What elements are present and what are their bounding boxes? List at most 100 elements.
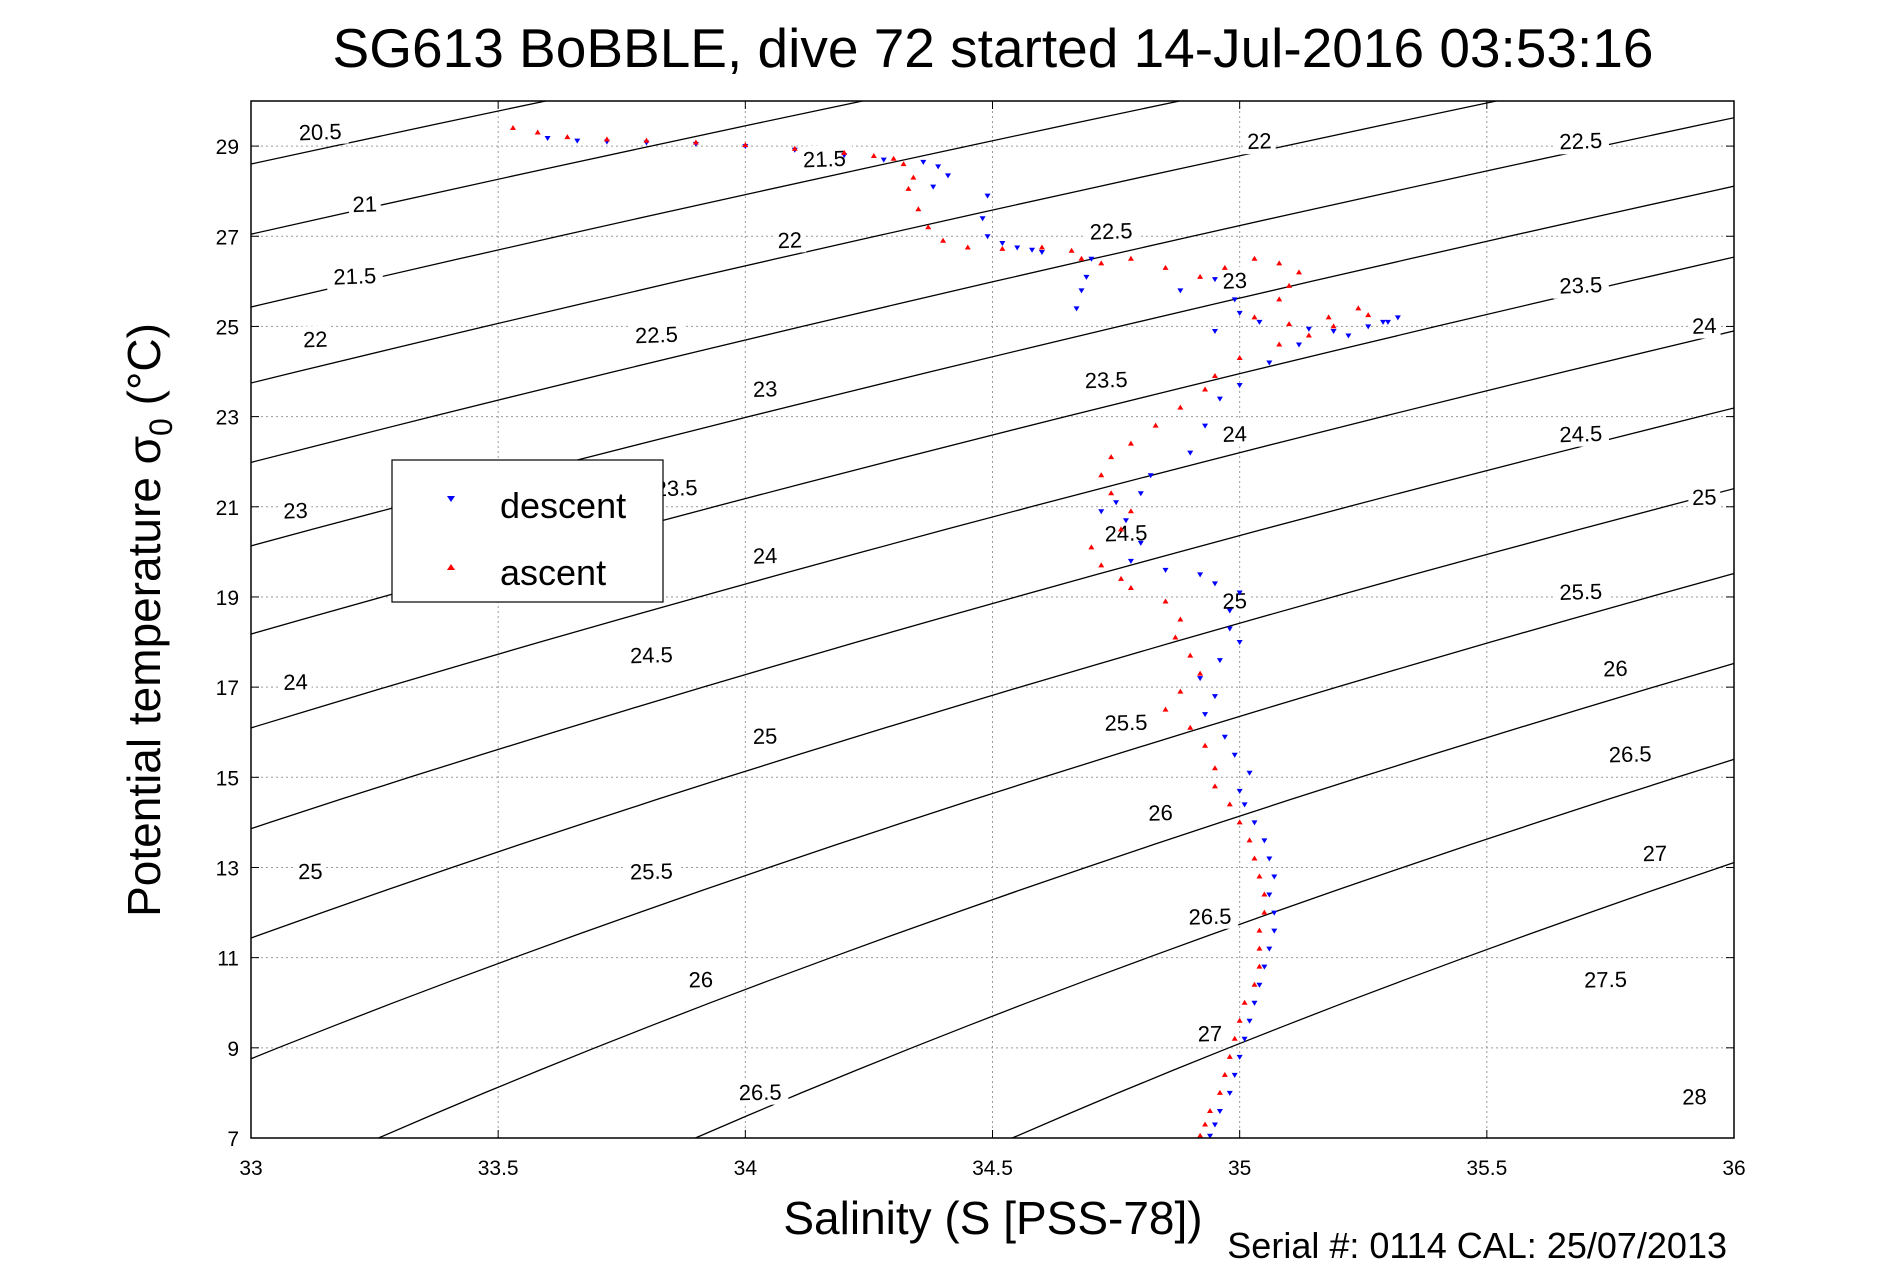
contour-label: 24 [1687, 311, 1721, 339]
ascent-point [1211, 373, 1218, 379]
contour-label: 23 [1218, 266, 1252, 294]
contour-label-bg [1144, 798, 1177, 826]
y-tick-label: 29 [216, 136, 239, 159]
x-tick-label: 34.5 [972, 1157, 1013, 1180]
contour-label-text: 22.5 [1089, 218, 1133, 245]
ascent-point [1226, 1053, 1233, 1059]
contour-label: 22 [773, 226, 807, 254]
ascent-point [999, 245, 1006, 251]
contour-label-text: 26.5 [739, 1079, 782, 1105]
ascent-point [1098, 260, 1105, 266]
legend-marker-descent [447, 496, 455, 502]
y-tick-label: 7 [227, 1128, 239, 1151]
ascent-point [1038, 244, 1045, 250]
descent-point [1197, 572, 1204, 578]
ascent-point [509, 125, 516, 131]
contour-label-bg [1242, 126, 1276, 155]
contour-label-text: 28 [1682, 1084, 1707, 1109]
contour-label-text: 21 [352, 191, 377, 217]
descent-point [1236, 640, 1243, 646]
contour-label: 22.5 [1552, 126, 1610, 155]
ascent-point [964, 244, 971, 250]
descent-point [1345, 333, 1352, 339]
descent-point [1083, 274, 1090, 280]
y-axis-label-main: Potential temperature σ [118, 436, 170, 917]
contour-label-bg [1181, 902, 1239, 930]
ascent-point [1108, 454, 1115, 460]
x-tick-label: 33.5 [478, 1157, 519, 1180]
descent-point [1380, 319, 1387, 325]
ascent-point [1236, 354, 1243, 360]
isopycnal-line [251, 330, 1734, 729]
contour-label-bg [773, 226, 807, 254]
contour-label: 24 [1218, 420, 1252, 448]
descent-point [1226, 1090, 1233, 1096]
ascent-point [1221, 1071, 1228, 1077]
contour-label-bg [293, 857, 327, 885]
descent-point [1256, 319, 1263, 325]
contour-label-text: 26.5 [1188, 904, 1231, 930]
descent-point [1384, 319, 1391, 325]
isopycnal-line [0, 56, 129, 1228]
x-tick-label: 36 [1722, 1157, 1745, 1180]
contour-label-bg [1193, 1019, 1227, 1047]
descent-point [1202, 712, 1209, 718]
contour-label-bg [1638, 839, 1672, 867]
isopycnal-line [251, 101, 1183, 308]
contour-label-bg [1552, 577, 1610, 606]
contour-label: 26.5 [731, 1078, 789, 1106]
ascent-point [534, 129, 541, 135]
isopycnal-line [693, 758, 1734, 1138]
contour-label: 26 [684, 965, 718, 993]
ascent-point [1098, 562, 1105, 568]
descent-point [1122, 518, 1129, 524]
y-tick-label: 25 [216, 316, 239, 339]
descent-point [1365, 324, 1372, 330]
ascent-point [1202, 386, 1209, 392]
ascent-point [1162, 264, 1169, 270]
contour-label-bg [623, 640, 680, 669]
contour-label-text: 27 [1197, 1021, 1222, 1047]
descent-point [1236, 310, 1243, 316]
x-tick-label: 33 [239, 1157, 262, 1180]
contour-label: 26 [1599, 654, 1632, 682]
contour-label: 28 [1678, 1083, 1711, 1110]
contour-label-text: 23 [752, 376, 777, 402]
ascent-point [1295, 269, 1302, 275]
descent-point [1216, 658, 1223, 664]
ascent-point [1127, 255, 1134, 261]
descent-point [1236, 590, 1243, 596]
isopycnal-line [251, 256, 1734, 635]
ascent-point [791, 145, 798, 151]
descent-point [1231, 297, 1238, 303]
descent-point [544, 135, 551, 141]
ascent-point [1286, 321, 1293, 327]
descent-point [1394, 315, 1401, 321]
contour-label: 25 [748, 722, 782, 750]
contour-label-text: 25 [1692, 484, 1717, 510]
ascent-point [1211, 783, 1218, 789]
contour-label-text: 25 [298, 859, 323, 885]
contour-label: 26.5 [1601, 740, 1659, 768]
descent-point [1137, 491, 1144, 497]
contour-label-bg [1577, 965, 1634, 993]
descent-point [1226, 626, 1233, 632]
ascent-point [1197, 273, 1204, 279]
y-tick-label: 17 [216, 677, 239, 700]
descent-point [1177, 288, 1184, 294]
contour-label: 24.5 [623, 640, 680, 669]
ascent-point [1221, 264, 1228, 270]
ascent-point [900, 161, 907, 167]
ascent-point [1197, 1132, 1204, 1138]
contour-label-bg [1218, 266, 1252, 294]
ascent-point [1325, 314, 1332, 320]
x-tick-label: 35 [1228, 1157, 1251, 1180]
contour-label: 26.5 [1181, 902, 1239, 930]
descent-point [1162, 567, 1169, 573]
contour-label: 21 [348, 190, 382, 218]
descent-point [1147, 473, 1154, 479]
ascent-point [925, 224, 932, 230]
contour-label-bg [298, 325, 332, 353]
descent-point [945, 173, 952, 179]
contour-label-text: 25 [1222, 588, 1247, 614]
